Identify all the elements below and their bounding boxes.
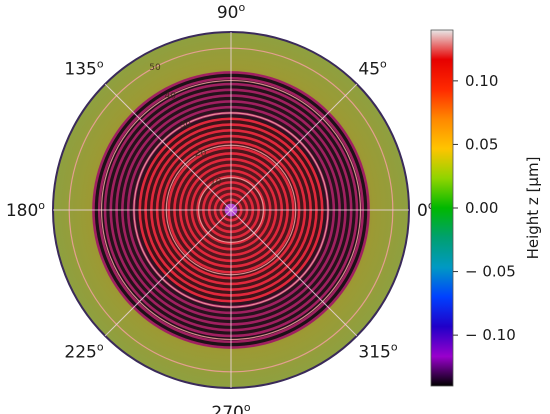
colorbar-ticks: 0.10 0.05 0.00 − 0.05 − 0.10 bbox=[453, 72, 516, 344]
radial-tick-label: 10 bbox=[210, 177, 222, 187]
radial-tick-labels: 10 20 30 40 50 bbox=[149, 63, 222, 187]
angular-grid-spoke bbox=[104, 83, 232, 211]
angular-tick-label: 315o bbox=[358, 340, 397, 362]
colorbar-bar bbox=[430, 29, 454, 387]
angular-tick-label: 45o bbox=[358, 58, 387, 80]
angular-grid-spoke bbox=[104, 209, 232, 337]
colorbar-tick-label: − 0.10 bbox=[465, 326, 516, 344]
angular-tick-label: 270o bbox=[211, 401, 250, 414]
radial-tick-label: 50 bbox=[149, 63, 161, 73]
colorbar: 0.10 0.05 0.00 − 0.05 − 0.10 Height z [µm] bbox=[430, 29, 542, 387]
radial-tick-label: 20 bbox=[195, 149, 207, 159]
radial-tick-label: 40 bbox=[164, 92, 176, 102]
polar-grid bbox=[53, 32, 409, 388]
angular-tick-label: 135o bbox=[64, 58, 103, 80]
polar-disc: 10 20 30 40 50 bbox=[52, 31, 410, 389]
colorbar-tick-label: 0.00 bbox=[465, 199, 498, 217]
angular-grid-spoke bbox=[230, 209, 358, 337]
colorbar-tick-label: − 0.05 bbox=[465, 263, 516, 281]
colorbar-title: Height z [µm] bbox=[524, 157, 542, 260]
colorbar-tick-label: 0.05 bbox=[465, 135, 498, 153]
angular-tick-label: 180o bbox=[6, 199, 45, 221]
angular-tick-label: 225o bbox=[64, 340, 103, 362]
radial-tick-label: 30 bbox=[180, 120, 192, 130]
angular-grid-spoke bbox=[230, 83, 358, 211]
angular-tick-label: 90o bbox=[217, 1, 246, 23]
colorbar-tick-label: 0.10 bbox=[465, 72, 498, 90]
angular-tick-labels: 0o45o90o135o180o225o270o315o bbox=[6, 1, 435, 414]
